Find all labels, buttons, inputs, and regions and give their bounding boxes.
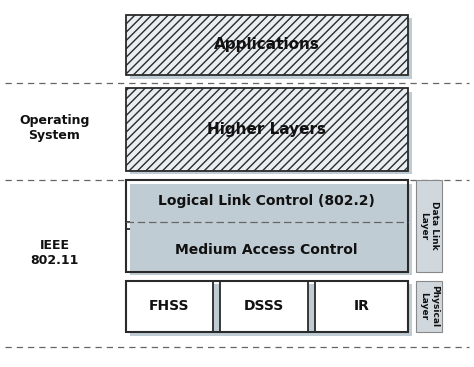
Bar <box>126 180 408 272</box>
Text: Data Link
Layer: Data Link Layer <box>419 201 439 250</box>
Text: IEEE
802.11: IEEE 802.11 <box>30 239 79 267</box>
Text: IR: IR <box>354 299 369 313</box>
Text: Operating
System: Operating System <box>19 115 90 142</box>
Bar <box>130 92 412 174</box>
Text: Logical Link Control (802.2): Logical Link Control (802.2) <box>158 194 375 208</box>
Text: DSSS: DSSS <box>244 299 284 313</box>
Bar <box>126 281 213 332</box>
Bar <box>315 281 408 332</box>
Bar <box>416 180 442 272</box>
Bar <box>220 281 308 332</box>
Bar <box>126 15 408 75</box>
Text: Higher Layers: Higher Layers <box>207 122 326 137</box>
Bar <box>126 88 408 171</box>
Bar <box>130 18 412 79</box>
Bar <box>126 229 408 272</box>
Bar <box>416 281 442 332</box>
Bar <box>130 184 412 275</box>
Bar <box>130 284 412 336</box>
Bar <box>126 180 408 222</box>
Bar <box>126 281 408 332</box>
Text: FHSS: FHSS <box>149 299 190 313</box>
Text: Physical
Layer: Physical Layer <box>419 286 439 327</box>
Text: Medium Access Control: Medium Access Control <box>175 243 358 258</box>
Text: Applications: Applications <box>214 37 319 52</box>
